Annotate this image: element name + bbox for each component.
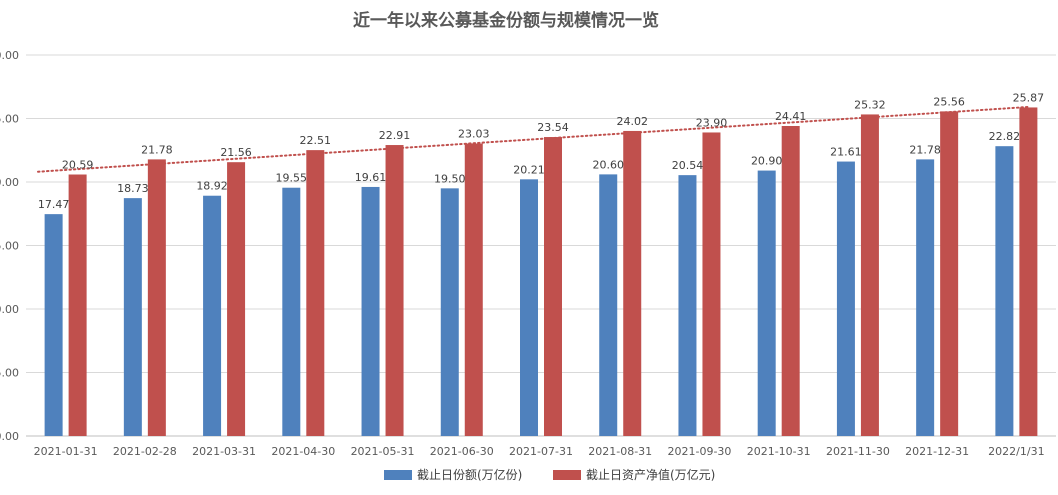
x-tick-label: 2021-08-31: [588, 445, 652, 458]
bar-shares: [361, 186, 380, 436]
data-label: 20.60: [592, 158, 624, 171]
y-tick-label: 5.00: [0, 367, 19, 380]
data-label: 20.90: [751, 155, 783, 168]
x-tick-label: 2021-11-30: [826, 445, 890, 458]
x-tick-label: 2021-10-31: [747, 445, 811, 458]
y-tick-label: 10.00: [0, 303, 19, 316]
data-label: 22.51: [300, 134, 332, 147]
legend-swatch: [384, 470, 412, 480]
data-label: 18.92: [196, 180, 228, 193]
bar-shares: [440, 188, 459, 436]
data-label: 23.03: [458, 128, 490, 141]
bar-shares: [203, 195, 222, 436]
bar-shares: [599, 174, 618, 436]
x-tick-label: 2021-02-28: [113, 445, 177, 458]
bar-shares: [678, 175, 697, 436]
data-label: 19.50: [434, 172, 466, 185]
bar-shares: [282, 187, 301, 436]
data-labels: 17.47 20.59 18.73 21.78 18.92 21.56 19.55 22.51…: [38, 91, 1044, 211]
data-label: 17.47: [38, 198, 70, 211]
bar-net-assets: [464, 143, 483, 437]
y-tick-label: 30.00: [0, 49, 19, 62]
y-tick-label: 20.00: [0, 176, 19, 189]
x-tick-label: 2022/1/31: [988, 445, 1044, 458]
x-tick-label: 2021-03-31: [192, 445, 256, 458]
data-label: 20.59: [62, 159, 94, 172]
x-tick-label: 2021-01-31: [34, 445, 98, 458]
bar-shares: [44, 214, 63, 436]
bar-net-assets: [68, 174, 87, 436]
bar-shares: [995, 146, 1014, 436]
bars: [44, 107, 1038, 437]
x-axis-ticks: 2021-01-31 2021-02-28 2021-03-31 2021-04-30…: [34, 445, 1045, 458]
y-axis-ticks: 0.00 5.00 10.00 15.00 20.00 25.00 30.00: [0, 49, 19, 443]
data-label: 19.61: [355, 171, 387, 184]
data-label: 25.32: [854, 98, 886, 111]
trendline-net-assets: [37, 105, 1030, 173]
data-label: 24.02: [616, 115, 648, 128]
x-tick-label: 2021-09-30: [667, 445, 731, 458]
legend-label: 截止日份额(万亿份): [417, 467, 522, 482]
data-label: 23.54: [537, 121, 569, 134]
bar-net-assets: [1019, 107, 1038, 437]
x-tick-label: 2021-07-31: [509, 445, 573, 458]
data-label: 20.54: [672, 159, 704, 172]
data-label: 20.21: [513, 163, 545, 176]
bar-net-assets: [227, 162, 246, 437]
data-label: 21.61: [830, 146, 862, 159]
trendline: [37, 105, 1030, 173]
data-label: 21.78: [141, 143, 173, 156]
bar-net-assets: [147, 159, 166, 437]
legend-label: 截止日资产净值(万亿元): [586, 467, 715, 482]
bar-net-assets: [306, 150, 325, 437]
bar-net-assets: [702, 132, 721, 436]
data-label: 21.78: [909, 143, 941, 156]
data-label: 18.73: [117, 182, 149, 195]
bar-shares: [916, 159, 935, 437]
data-label: 19.55: [276, 172, 308, 185]
bar-net-assets: [544, 137, 562, 437]
y-tick-label: 0.00: [0, 430, 19, 443]
y-tick-label: 15.00: [0, 240, 19, 253]
data-label: 24.41: [775, 110, 807, 123]
bar-shares: [836, 161, 855, 437]
bar-net-assets: [940, 111, 959, 436]
bar-net-assets: [781, 125, 800, 437]
gridlines: [26, 54, 1056, 437]
x-tick-label: 2021-06-30: [430, 445, 494, 458]
bar-shares: [757, 170, 776, 436]
y-tick-label: 25.00: [0, 113, 19, 126]
x-tick-label: 2021-04-30: [271, 445, 335, 458]
data-label: 22.82: [989, 130, 1021, 143]
data-label: 22.91: [379, 129, 411, 142]
x-tick-label: 2021-05-31: [351, 445, 415, 458]
data-label: 25.87: [1013, 91, 1045, 104]
bar-shares: [520, 179, 538, 436]
data-label: 23.90: [696, 116, 728, 129]
data-label: 25.56: [933, 95, 965, 108]
bar-shares: [123, 198, 142, 436]
bar-net-assets: [385, 145, 404, 436]
legend-swatch: [553, 470, 581, 480]
x-tick-label: 2021-12-31: [905, 445, 969, 458]
data-label: 21.56: [220, 146, 252, 159]
chart-title: 近一年以来公募基金份额与规模情况一览: [353, 10, 659, 31]
bar-net-assets: [860, 114, 879, 436]
bar-net-assets: [623, 130, 642, 437]
legend: 截止日份额(万亿份) 截止日资产净值(万亿元): [384, 467, 715, 482]
